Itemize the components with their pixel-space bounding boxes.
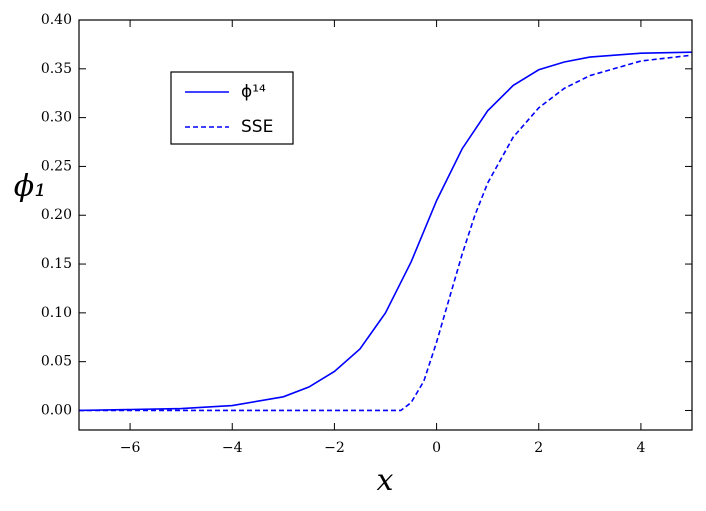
y-tick-label: 0.00 xyxy=(41,402,72,418)
x-tick-label: −6 xyxy=(120,440,141,456)
y-tick-label: 0.25 xyxy=(41,158,72,174)
y-tick-label: 0.05 xyxy=(41,354,72,370)
plot-frame xyxy=(78,19,693,431)
y-axis-label: ϕ₁ xyxy=(14,169,46,204)
y-tick-label: 0.30 xyxy=(41,110,72,126)
data-line xyxy=(79,51,692,412)
x-tick-label: 0 xyxy=(432,440,441,456)
y-tick-label: 0.40 xyxy=(41,12,72,28)
y-tick-label: 0.35 xyxy=(41,61,72,77)
y-tick-label: 0.20 xyxy=(41,207,72,223)
x-tick-label: −2 xyxy=(324,440,345,456)
x-tick-label: 2 xyxy=(534,440,543,456)
legend-label: SSE xyxy=(241,117,273,137)
x-tick-label: −4 xyxy=(222,440,243,456)
legend-label: ϕ¹⁴ xyxy=(241,82,266,102)
x-axis-label: x xyxy=(377,463,394,498)
legend-box xyxy=(170,71,294,145)
y-tick-label: 0.15 xyxy=(41,256,72,272)
data-line xyxy=(79,54,692,412)
y-tick-label: 0.10 xyxy=(41,305,72,321)
x-tick-label: 4 xyxy=(636,440,645,456)
